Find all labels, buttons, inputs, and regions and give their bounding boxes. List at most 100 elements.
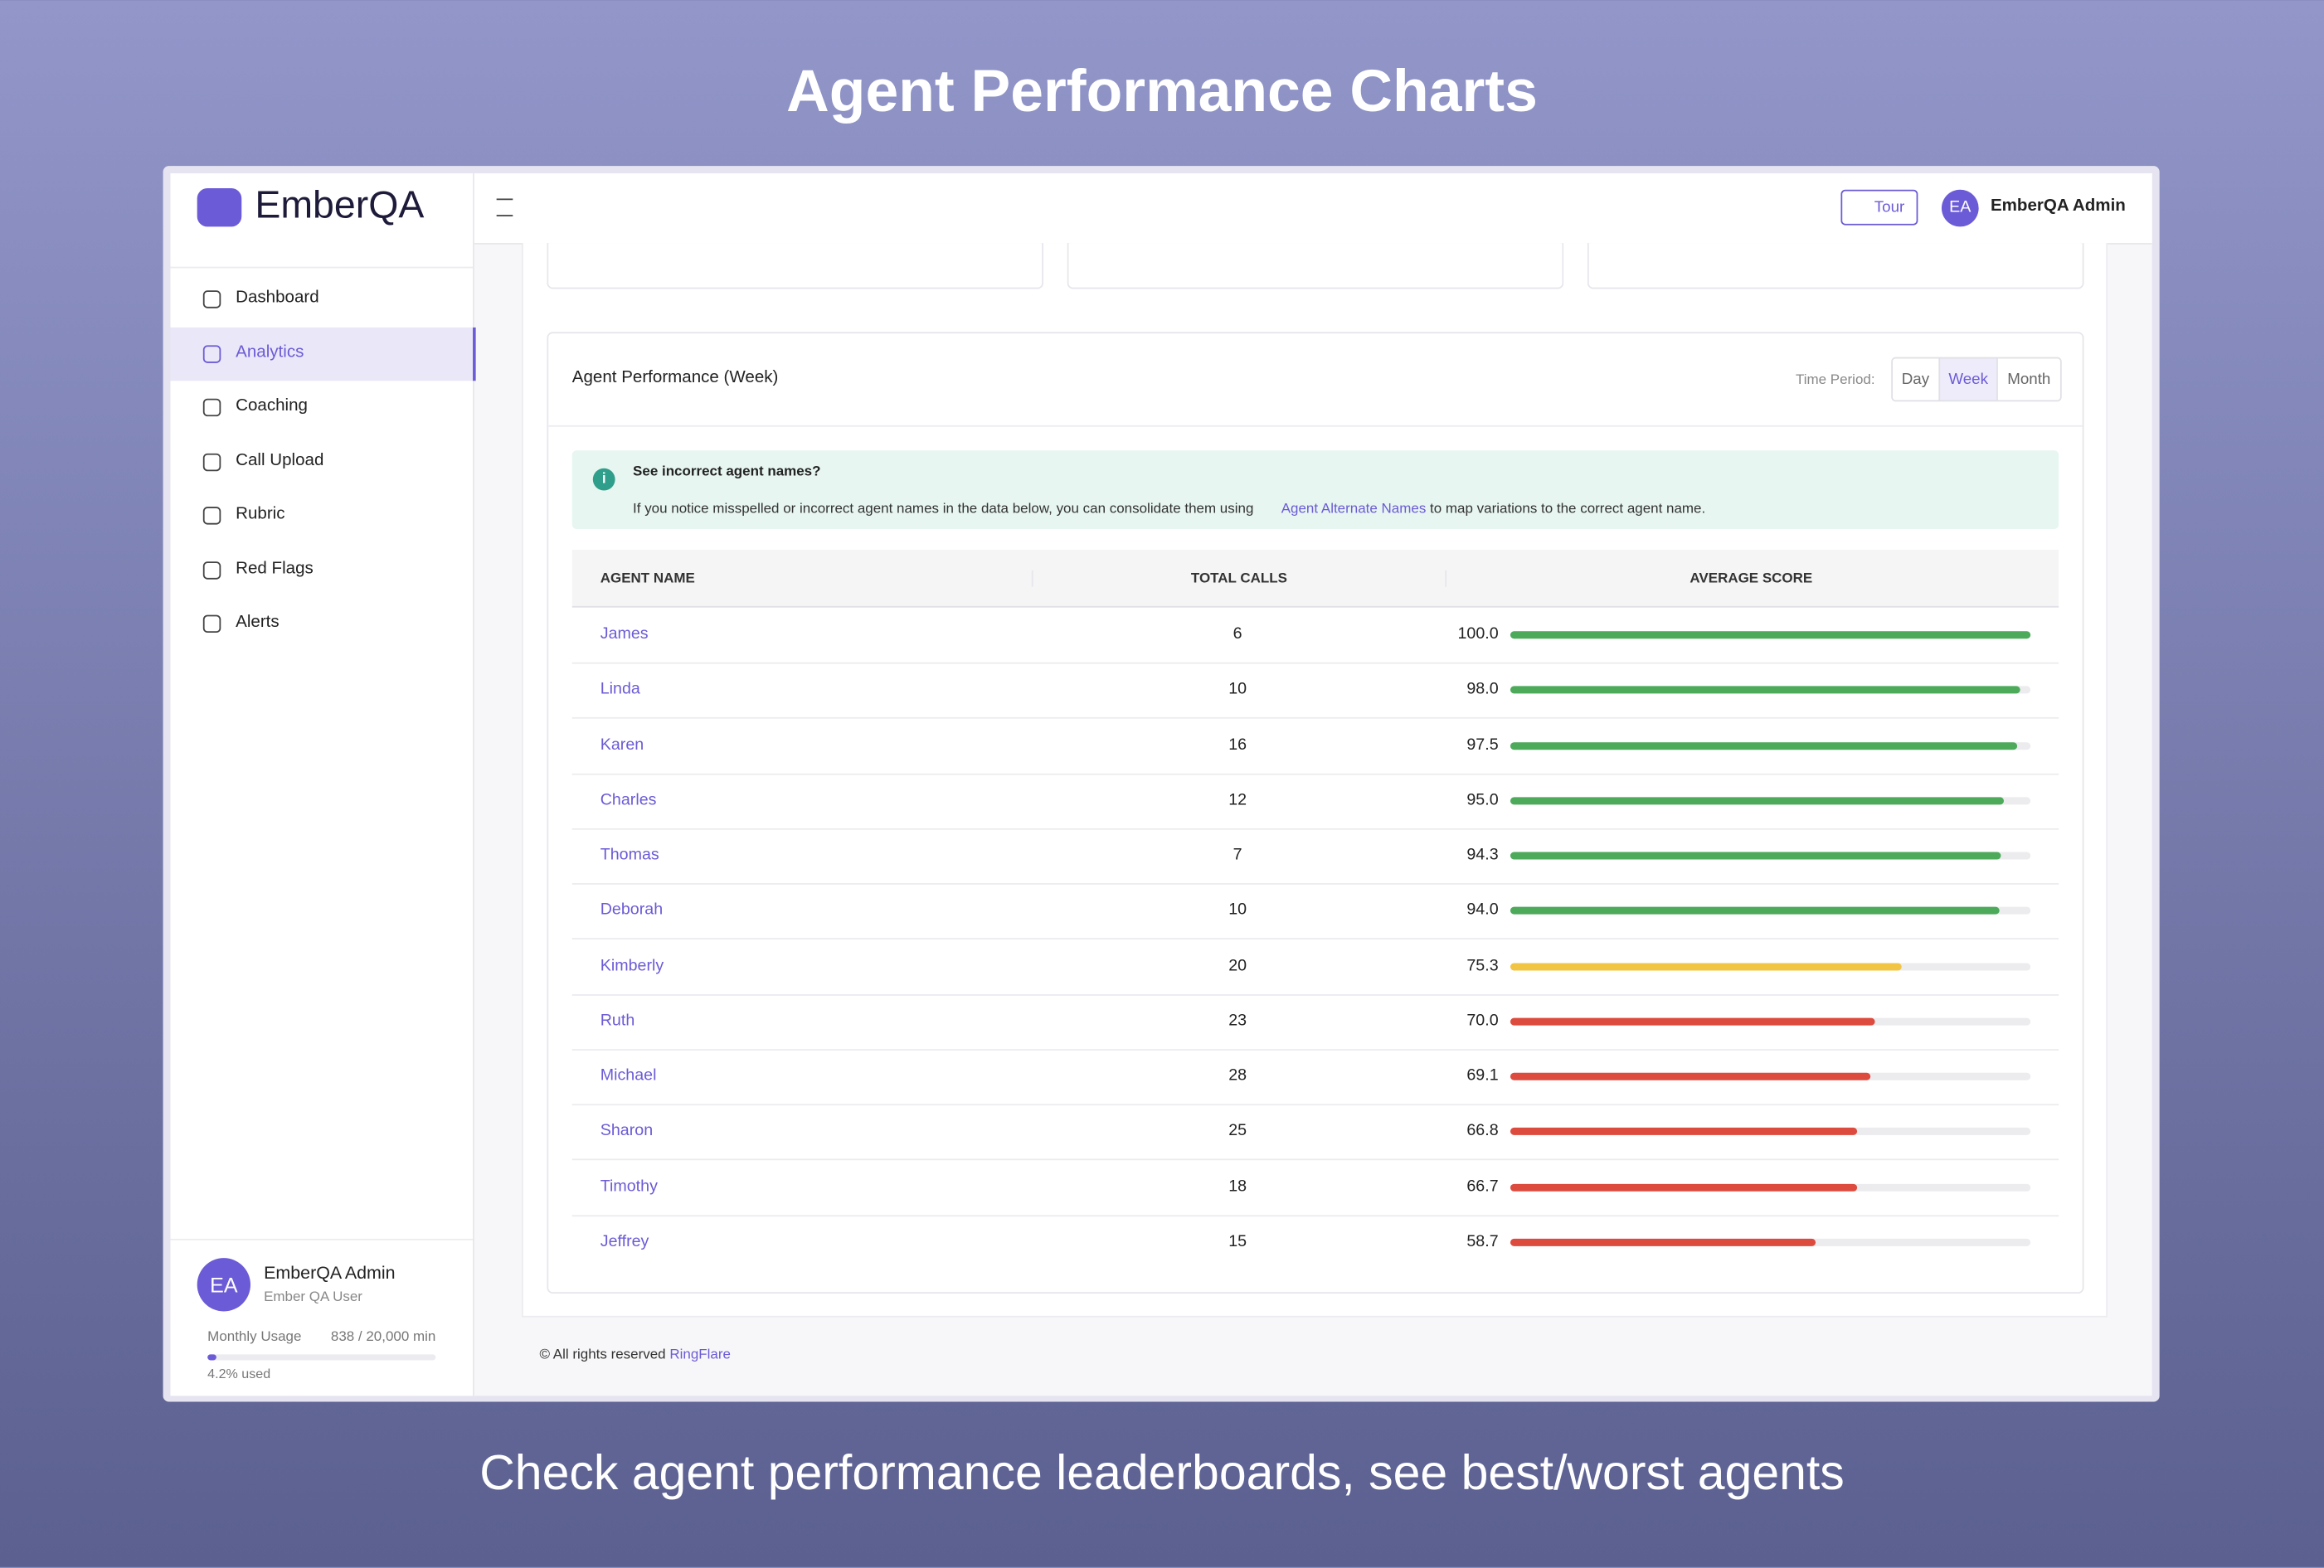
score-label: 94.0 [1466,901,1499,920]
notice: i See incorrect agent names? If you noti… [571,450,2059,529]
period-button[interactable]: Week [1937,358,1997,400]
score-track [1510,907,2031,915]
stat-card [1067,243,1564,289]
score-bar [1510,741,2018,750]
score-label: 69.1 [1466,1066,1499,1085]
score-track [1510,852,2031,860]
nav-label: Analytics [236,342,304,362]
footer-link[interactable]: RingFlare [669,1347,731,1364]
agent-name[interactable]: Ruth [600,1012,635,1030]
profile-name: EmberQA Admin [264,1262,396,1284]
score-bar [1510,686,2020,694]
table-row: Deborah 10 94.0 [571,883,2059,940]
nav-icon [202,398,221,417]
nav-icon [202,561,221,579]
page-caption: Check agent performance leaderboards, se… [479,1444,1845,1500]
total-calls: 12 [1228,790,1247,809]
total-calls: 10 [1228,901,1247,920]
score-track [1510,796,2031,804]
score-label: 98.0 [1466,680,1499,699]
score-track [1510,1128,2031,1136]
table-row: Sharon 25 66.8 [571,1104,2059,1161]
usage-label: Monthly Usage [207,1328,302,1346]
period-button[interactable]: Month [1996,358,2060,400]
nav-label: Red Flags [236,559,314,578]
score-bar [1510,631,2031,639]
score-label: 66.8 [1466,1122,1499,1140]
table-row: Karen 16 97.5 [571,718,2059,774]
nav-icon [202,290,221,308]
table-row: James 6 100.0 [571,608,2059,664]
table-row: Jeffrey 15 58.7 [572,1215,2059,1269]
agent-name[interactable]: Charles [600,790,657,809]
score-label: 58.7 [1466,1232,1499,1250]
agent-name[interactable]: Michael [600,1066,657,1085]
content-card [522,243,2108,1318]
score-bar [1510,1128,1858,1136]
agent-name[interactable]: Kimberly [600,956,664,974]
table-row: Linda 10 98.0 [571,663,2059,720]
score-track [1510,1238,2031,1246]
total-calls: 7 [1232,846,1242,864]
score-track [1510,631,2031,639]
total-calls: 28 [1228,1066,1247,1085]
logo-icon [197,187,242,227]
score-track [1510,1017,2031,1026]
avatar: EA [197,1258,251,1312]
column-header: AVERAGE SCORE [1690,570,1813,587]
agent-name[interactable]: Linda [600,680,640,699]
agent-name[interactable]: Sharon [600,1122,654,1140]
usage-amount: 838 / 20,000 min [330,1328,436,1346]
score-bar [1510,1182,1858,1191]
score-bar [1510,796,2005,804]
period-button[interactable]: Day [1892,358,1938,400]
agent-name[interactable]: Deborah [600,901,664,920]
score-label: 66.7 [1466,1177,1499,1196]
nav-item[interactable]: Call Upload [171,434,474,488]
score-track [1510,1182,2031,1191]
agent-name[interactable]: Thomas [600,846,659,864]
total-calls: 15 [1228,1232,1247,1250]
notice-link[interactable]: Agent Alternate Names [1281,501,1427,517]
nav-item[interactable]: Analytics [170,327,476,381]
usage-bar [207,1354,217,1361]
total-calls: 10 [1228,680,1247,699]
agent-name[interactable]: James [600,625,649,643]
divider [548,425,2083,427]
nav-label: Rubric [236,505,285,523]
notice-text: If you notice misspelled or incorrect ag… [633,501,1705,517]
tour-button[interactable]: Tour [1840,189,1918,226]
nav-label: Coaching [236,396,308,415]
column-header: AGENT NAME [600,570,695,587]
score-label: 75.3 [1466,956,1499,974]
score-bar [1510,852,2001,860]
nav-label: Dashboard [236,289,319,307]
table-row: Michael 28 69.1 [571,1049,2059,1106]
score-label: 70.0 [1466,1012,1499,1030]
total-calls: 18 [1228,1177,1247,1196]
agent-name[interactable]: Timothy [600,1177,658,1196]
score-label: 94.3 [1466,846,1499,864]
score-bar [1510,907,2000,915]
nav-item[interactable]: Coaching [171,381,474,434]
score-label: 95.0 [1466,790,1499,809]
user-avatar[interactable]: EA [1941,189,1979,227]
footer: © All rights reserved RingFlare [539,1347,730,1363]
stat-card [547,243,1044,289]
nav-item[interactable]: Rubric [171,489,474,542]
table-row: Charles 12 95.0 [571,773,2059,830]
profile-role: Ember QA User [264,1289,362,1306]
nav-item[interactable]: Alerts [171,597,474,650]
menu-toggle[interactable] [496,198,513,216]
brand: EmberQA [255,182,425,227]
agent-name[interactable]: Jeffrey [600,1232,649,1250]
agent-name[interactable]: Karen [600,735,644,754]
nav-item[interactable]: Dashboard [171,273,474,326]
nav-icon [202,452,221,471]
divider [170,1238,474,1240]
nav-item[interactable]: Red Flags [171,543,474,596]
total-calls: 20 [1228,956,1247,974]
total-calls: 23 [1228,1012,1247,1030]
